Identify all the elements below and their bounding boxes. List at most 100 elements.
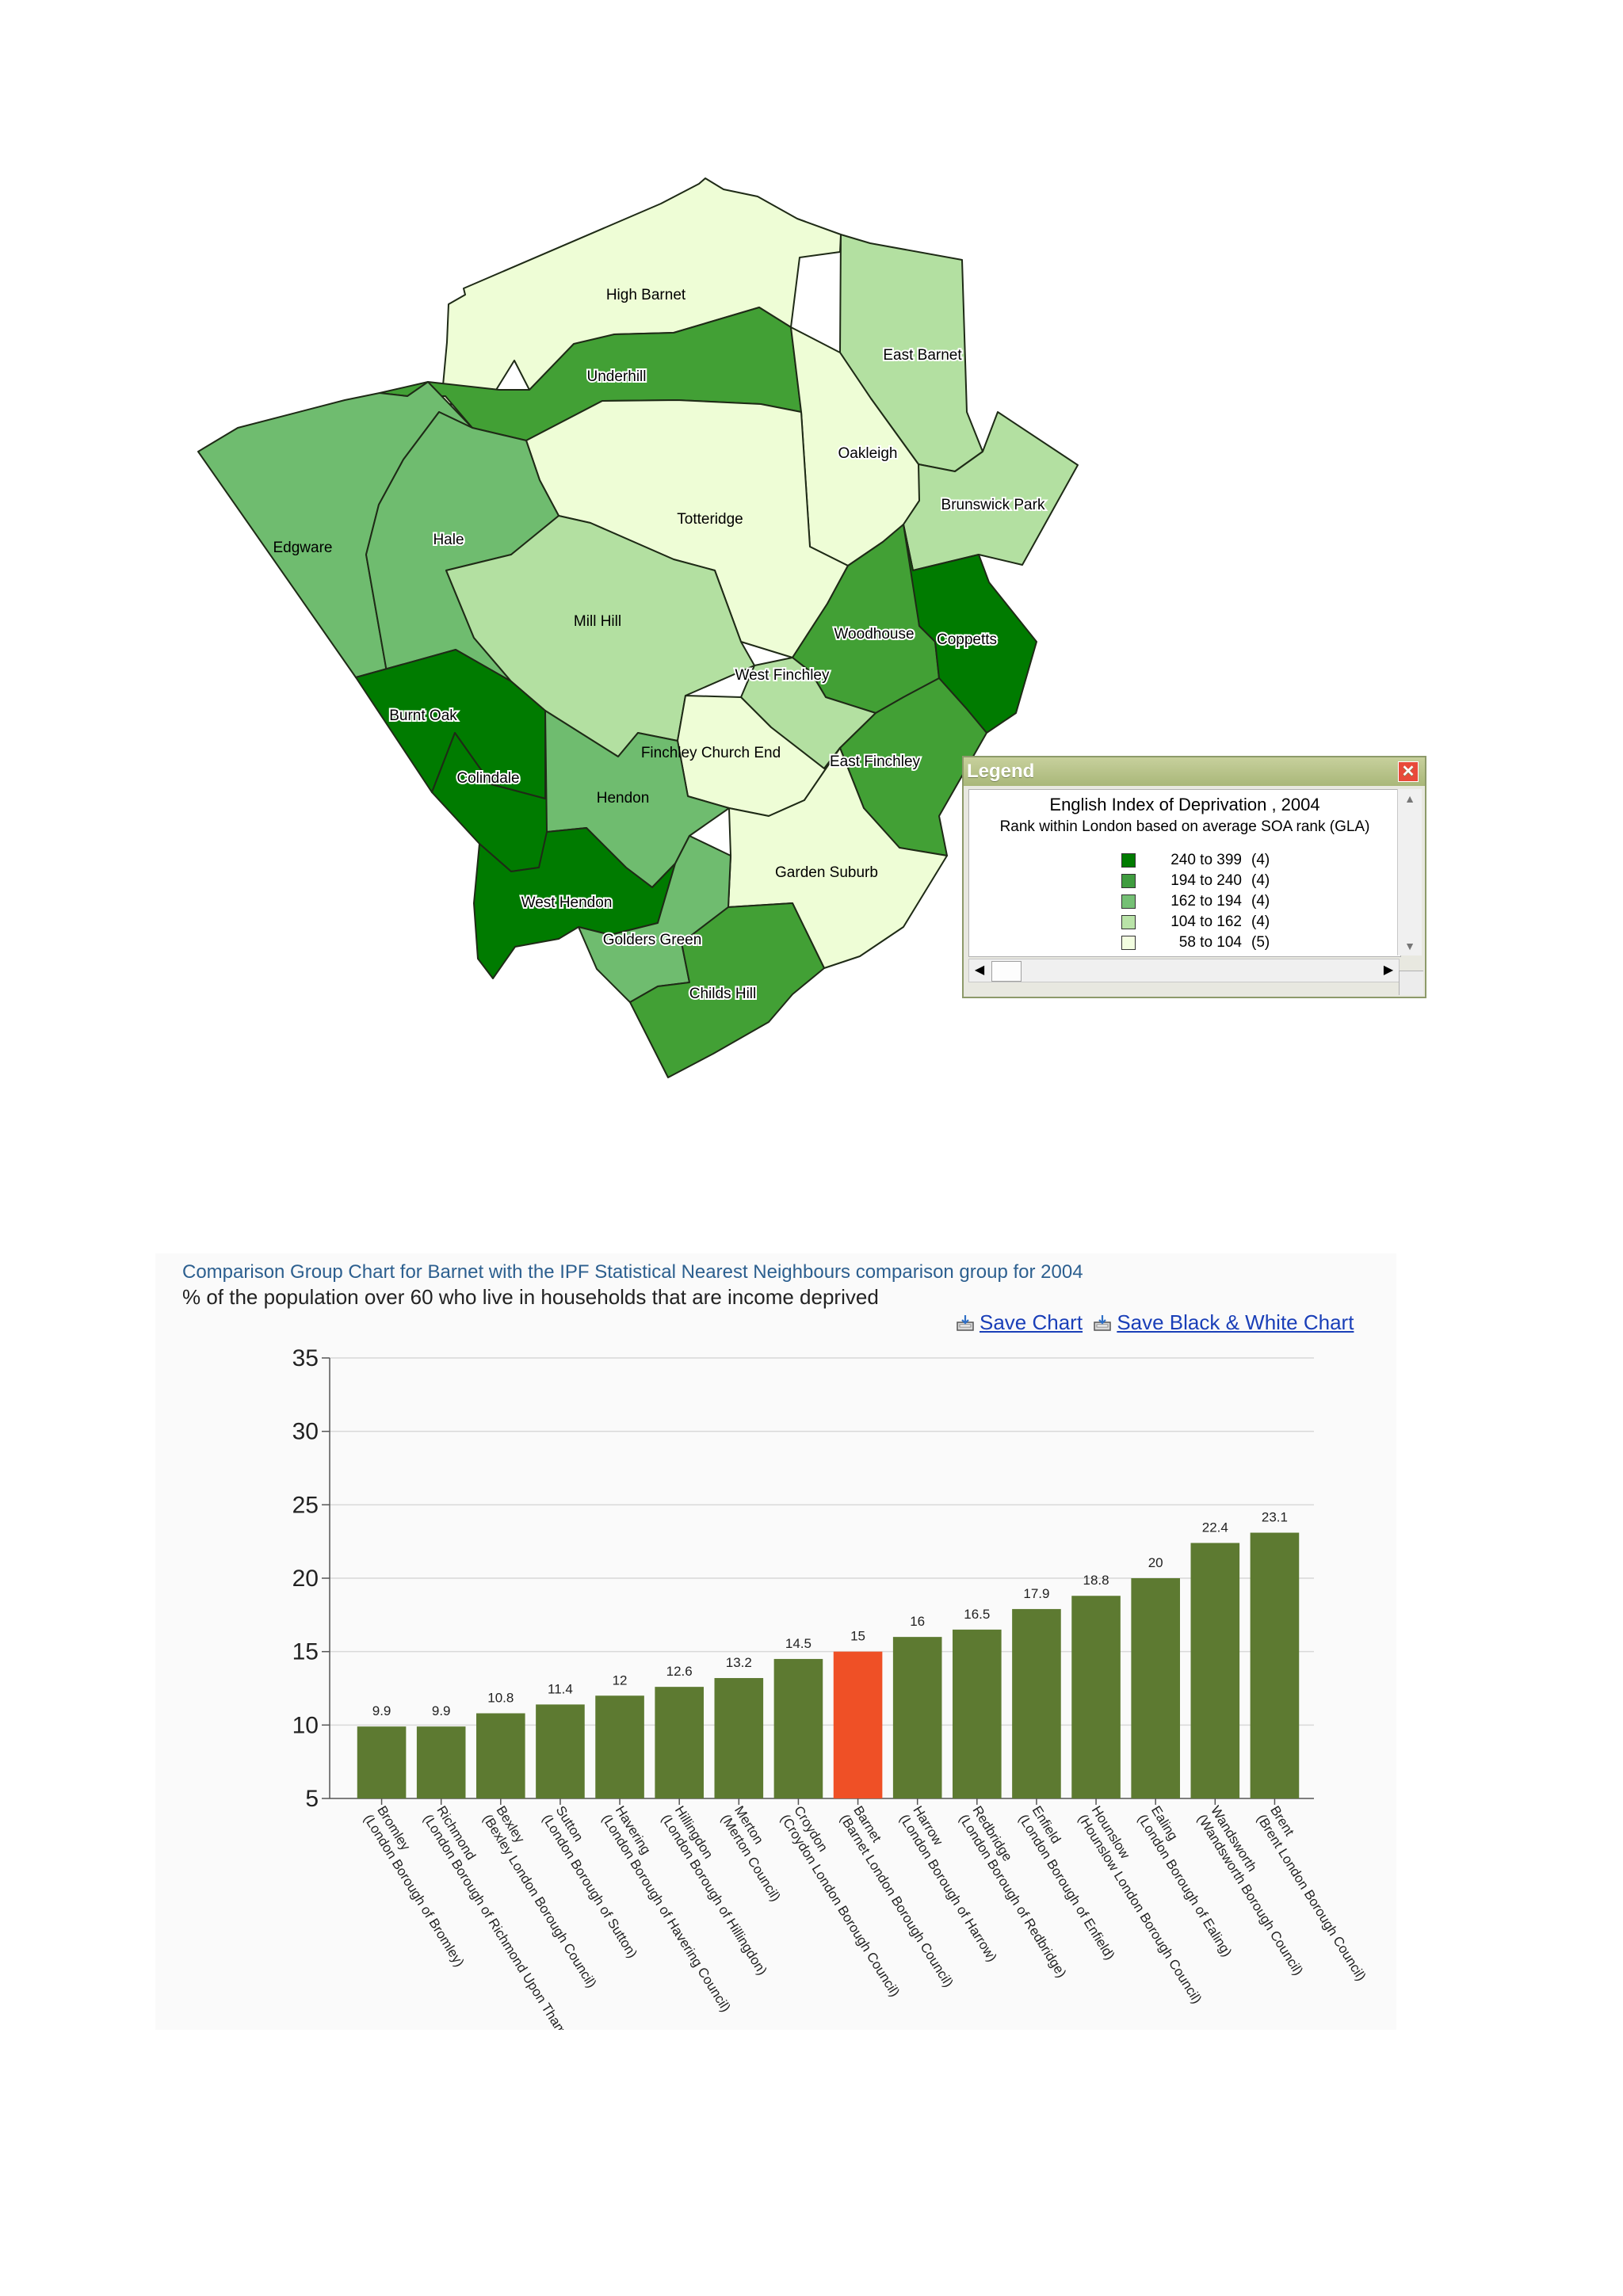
bar (1012, 1608, 1061, 1798)
legend-count: (4) (1251, 852, 1270, 868)
ward-label: Totteridge (677, 511, 743, 528)
category-detail: (Wandsworth Borough Council) (1194, 1812, 1306, 1978)
legend-item: 162 to 194 (4) (1121, 891, 1400, 912)
category-detail: (Hounslow London Borough Council) (1075, 1812, 1205, 2007)
legend-count: (4) (1251, 872, 1270, 889)
bar (1071, 1596, 1121, 1798)
bar-value-label: 13.2 (726, 1655, 752, 1670)
legend-item: 58 to 104 (5) (1121, 933, 1400, 953)
category-detail: (Brent London Borough Council) (1254, 1812, 1369, 1984)
legend-titlebar[interactable]: Legend ✕ (964, 757, 1425, 786)
chart-panel: Comparison Group Chart for Barnet with t… (155, 1253, 1396, 2030)
scroll-right-icon[interactable]: ▶ (1383, 963, 1394, 977)
bar (476, 1713, 525, 1798)
legend-subheading: Rank within London based on average SOA … (999, 818, 1370, 835)
category-detail: (Croydon London Borough Council) (777, 1812, 903, 2000)
legend-range: 162 to 194 (1170, 893, 1242, 910)
ward-label: Hale (433, 532, 464, 548)
legend-swatch (1121, 936, 1136, 950)
ward-label: Brunswick Park (941, 497, 1045, 513)
legend-count: (4) (1251, 893, 1270, 910)
legend-item: 194 to 240 (4) (1121, 871, 1400, 891)
bar-value-label: 16.5 (964, 1607, 990, 1622)
ward-label: Childs Hill (689, 986, 756, 1002)
legend-title: Legend (967, 761, 1035, 782)
bars (357, 1532, 1300, 1798)
ward-label: Woodhouse (834, 626, 914, 643)
bar-value-label: 9.9 (372, 1703, 391, 1718)
bar (595, 1695, 644, 1798)
legend-count: (4) (1251, 913, 1270, 930)
scroll-left-icon[interactable]: ◀ (974, 963, 985, 977)
save-icon[interactable] (956, 1314, 975, 1332)
ward-label: West Hendon (521, 894, 613, 911)
ward-label: Golders Green (603, 932, 702, 948)
ward-label: Burnt Oak (389, 707, 457, 724)
ward-brunswick-park (903, 411, 1079, 571)
scroll-down-icon[interactable]: ▼ (1404, 940, 1415, 952)
bar (1250, 1532, 1300, 1798)
bar (357, 1726, 407, 1798)
legend-items: 240 to 399 (4) 194 to 240 (4) 162 to 194… (1121, 850, 1400, 953)
ward-label: Finchley Church End (641, 745, 781, 761)
ward-label: East Finchley (830, 753, 921, 770)
legend-item: 104 to 162 (4) (1121, 912, 1400, 933)
legend-swatch (1121, 853, 1136, 868)
save-links: Save Chart Save Black & White Chart (956, 1310, 1354, 1335)
legend-range: 240 to 399 (1170, 852, 1242, 868)
save-chart-link[interactable]: Save Chart (980, 1310, 1083, 1334)
chart-title: Comparison Group Chart for Barnet with t… (182, 1261, 1083, 1283)
scroll-up-icon[interactable]: ▲ (1404, 792, 1415, 805)
ward-label: East Barnet (883, 347, 962, 364)
bar-chart: 5 10 15 20 25 30 35 9.9 9.9 10.8 11.4 12 12.6 13.2 14… (292, 1345, 1369, 2030)
bar-value-label: 12.6 (666, 1664, 693, 1679)
bar (655, 1687, 704, 1798)
ward-labels: High Barnet Underhill East Barnet Oaklei… (273, 287, 1047, 1004)
ward-map: High Barnet Underhill East Barnet Oaklei… (197, 177, 1079, 1078)
close-icon[interactable]: ✕ (1398, 761, 1419, 782)
ward-label: Oakleigh (838, 445, 898, 462)
legend-window: Legend ✕ English Index of Deprivation , … (962, 756, 1426, 998)
ward-shapes (197, 177, 1079, 1078)
horizontal-scrollbar[interactable]: ◀ ▶ (968, 959, 1400, 982)
ward-label: Edgware (273, 540, 333, 556)
save-bw-chart-link[interactable]: Save Black & White Chart (1117, 1310, 1354, 1334)
bar-value-label: 14.5 (785, 1636, 812, 1651)
bar (833, 1651, 883, 1798)
legend-range: 194 to 240 (1170, 872, 1242, 889)
y-tick-label: 20 (292, 1566, 319, 1592)
legend-swatch (1121, 894, 1136, 909)
bar (892, 1637, 942, 1798)
y-tick-label: 35 (292, 1345, 319, 1371)
ward-label: Hendon (597, 790, 650, 807)
y-tick-label: 5 (305, 1786, 319, 1812)
y-tick-label: 30 (292, 1419, 319, 1445)
bar-value-label: 15 (850, 1629, 865, 1644)
bar-value-label: 12 (613, 1672, 628, 1688)
value-labels: 9.9 9.9 10.8 11.4 12 12.6 13.2 14.5 15 16 16.5 17.9… (372, 1510, 1288, 1719)
bar (953, 1629, 1002, 1798)
y-tick-label: 10 (292, 1712, 319, 1738)
ward-label: Colindale (456, 770, 519, 787)
legend-heading: English Index of Deprivation , 2004 (1049, 795, 1320, 814)
bar (773, 1658, 823, 1798)
y-tick-label: 15 (292, 1639, 319, 1665)
bar-value-label: 20 (1148, 1555, 1163, 1570)
resize-grip-icon[interactable] (1399, 971, 1423, 995)
category-detail: (London Borough of Havering Council) (599, 1812, 734, 2015)
legend-content: English Index of Deprivation , 2004 Rank… (968, 789, 1401, 957)
category-label: Brent(Brent London Borough Council) (1254, 1803, 1369, 1984)
bar-value-label: 18.8 (1083, 1573, 1109, 1588)
legend-swatch (1121, 874, 1136, 888)
save-icon[interactable] (1093, 1314, 1112, 1332)
bar (1190, 1543, 1240, 1798)
legend-range: 104 to 162 (1170, 913, 1242, 930)
ward-label: West Finchley (735, 667, 830, 684)
bar (416, 1726, 466, 1798)
ward-label: Garden Suburb (775, 864, 878, 881)
bar (536, 1704, 585, 1798)
scrollbar-thumb[interactable] (991, 961, 1022, 982)
bar (1131, 1578, 1180, 1798)
vertical-scrollbar[interactable]: ▲ ▼ (1397, 789, 1422, 955)
bar-value-label: 23.1 (1262, 1510, 1288, 1525)
